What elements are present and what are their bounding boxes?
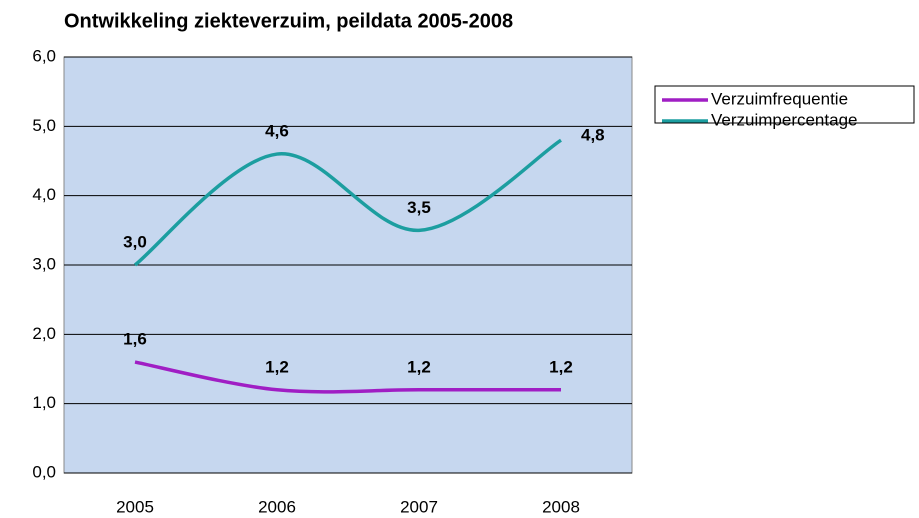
data-label: 1,2 xyxy=(265,357,289,376)
x-tick-label: 2008 xyxy=(542,497,580,516)
data-label: 4,8 xyxy=(581,126,605,145)
y-tick-label: 1,0 xyxy=(32,393,56,412)
data-label: 3,5 xyxy=(407,198,431,217)
y-tick-label: 6,0 xyxy=(32,46,56,65)
legend-label: Verzuimfrequentie xyxy=(711,89,848,108)
legend xyxy=(654,85,915,124)
y-tick-label: 4,0 xyxy=(32,185,56,204)
y-tick-label: 3,0 xyxy=(32,254,56,273)
x-tick-label: 2005 xyxy=(116,497,154,516)
chart-title: Ontwikkeling ziekteverzuim, peildata 200… xyxy=(64,10,513,32)
data-label: 1,2 xyxy=(407,357,431,376)
y-tick-label: 5,0 xyxy=(32,116,56,135)
line xyxy=(133,138,562,267)
x-tick-label: 2007 xyxy=(400,497,438,516)
y-tick-label: 0,0 xyxy=(32,462,56,481)
data-label: 3,0 xyxy=(123,232,147,251)
line xyxy=(134,360,561,394)
data-label: 4,6 xyxy=(265,122,289,141)
data-label: 1,6 xyxy=(123,330,147,349)
x-tick-label: 2006 xyxy=(258,497,296,516)
legend-label: Verzuimpercentage xyxy=(711,110,857,129)
y-tick-label: 2,0 xyxy=(32,324,56,343)
data-label: 1,2 xyxy=(549,357,573,376)
